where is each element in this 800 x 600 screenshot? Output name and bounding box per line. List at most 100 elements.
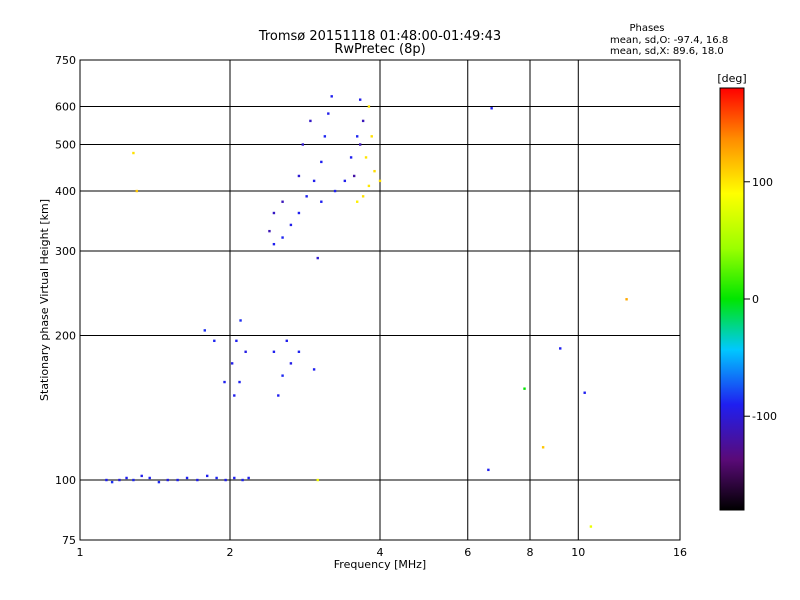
x-tick-label: 1 bbox=[77, 546, 84, 559]
data-point bbox=[309, 119, 312, 123]
data-point bbox=[289, 362, 293, 365]
data-point bbox=[559, 347, 562, 350]
data-point bbox=[272, 211, 276, 215]
data-point bbox=[297, 174, 301, 178]
colorbar-tick-label: -100 bbox=[752, 410, 777, 423]
data-point bbox=[358, 143, 362, 146]
y-tick-label: 600 bbox=[55, 101, 76, 114]
data-point bbox=[277, 394, 280, 397]
data-point bbox=[289, 223, 293, 227]
data-point bbox=[323, 135, 327, 138]
y-axis-ticks: 75 100 200 300 400 500 600 750 bbox=[55, 54, 76, 547]
y-tick-label: 75 bbox=[62, 534, 76, 547]
data-point bbox=[215, 476, 218, 480]
data-point bbox=[203, 329, 206, 332]
data-point bbox=[135, 189, 138, 193]
phases-x-stats: mean, sd,X: 89.6, 18.0 bbox=[610, 46, 724, 57]
data-point bbox=[118, 478, 121, 482]
data-point bbox=[355, 135, 359, 138]
data-point bbox=[358, 98, 362, 101]
x-tick-label: 2 bbox=[227, 546, 234, 559]
data-point bbox=[370, 135, 373, 138]
data-point bbox=[361, 195, 365, 198]
phases-o-stats: mean, sd,O: -97.4, 16.8 bbox=[610, 35, 728, 46]
data-point bbox=[233, 394, 236, 397]
colorbar-tick-label: 100 bbox=[752, 176, 773, 189]
data-point bbox=[281, 236, 284, 239]
data-point bbox=[316, 256, 319, 260]
x-axis-label: Frequency [MHz] bbox=[334, 558, 426, 571]
data-point bbox=[320, 160, 323, 164]
data-point bbox=[297, 211, 301, 215]
y-tick-label: 100 bbox=[55, 474, 76, 487]
y-tick-label: 200 bbox=[55, 330, 76, 343]
data-point bbox=[589, 525, 593, 528]
data-point bbox=[361, 119, 365, 123]
y-axis-label: Stationary phase Virtual Height [km] bbox=[38, 199, 51, 401]
colorbar-tick-label: 0 bbox=[752, 293, 759, 306]
data-point bbox=[140, 474, 143, 478]
data-point bbox=[185, 476, 189, 480]
data-point bbox=[490, 107, 493, 110]
data-point bbox=[301, 143, 305, 146]
data-point bbox=[132, 151, 135, 155]
data-point bbox=[285, 339, 288, 343]
x-axis-ticks: 1 2 4 6 8 10 16 bbox=[77, 546, 688, 559]
data-point bbox=[213, 339, 216, 343]
grid-lines bbox=[80, 60, 680, 540]
data-point bbox=[238, 380, 241, 384]
data-point bbox=[235, 339, 238, 343]
data-point bbox=[176, 478, 179, 482]
data-point bbox=[312, 179, 316, 183]
data-point bbox=[333, 189, 337, 193]
data-point bbox=[223, 380, 226, 384]
data-point bbox=[241, 478, 244, 482]
data-point bbox=[583, 391, 586, 394]
data-point bbox=[352, 174, 356, 178]
x-tick-label: 4 bbox=[377, 546, 384, 559]
data-point bbox=[281, 200, 284, 203]
data-point bbox=[305, 195, 308, 198]
x-tick-label: 6 bbox=[464, 546, 471, 559]
data-point bbox=[343, 179, 347, 183]
data-point bbox=[320, 200, 323, 203]
data-point bbox=[316, 478, 319, 482]
data-point bbox=[166, 478, 169, 482]
data-point bbox=[297, 350, 301, 353]
x-tick-label: 10 bbox=[571, 546, 585, 559]
data-point bbox=[224, 478, 227, 482]
data-point bbox=[205, 474, 209, 478]
colorbar-label: [deg] bbox=[717, 72, 746, 85]
data-point bbox=[330, 95, 333, 98]
chart-subtitle: RwPretec (8p) bbox=[334, 42, 425, 57]
y-tick-label: 300 bbox=[55, 245, 76, 258]
data-point bbox=[244, 350, 247, 353]
phases-heading: Phases bbox=[629, 23, 664, 34]
data-point bbox=[196, 478, 199, 482]
data-point bbox=[230, 362, 234, 365]
data-point bbox=[157, 480, 161, 484]
y-tick-label: 500 bbox=[55, 139, 76, 152]
data-point bbox=[110, 480, 114, 484]
data-point bbox=[312, 368, 316, 371]
data-point bbox=[281, 374, 284, 377]
data-point bbox=[355, 200, 359, 203]
data-point bbox=[268, 229, 271, 233]
data-point bbox=[272, 350, 276, 353]
data-point bbox=[523, 387, 526, 390]
colorbar bbox=[719, 87, 745, 511]
data-point bbox=[105, 478, 108, 482]
data-point bbox=[239, 319, 242, 322]
data-point bbox=[272, 242, 276, 246]
data-points bbox=[105, 95, 628, 528]
data-point bbox=[625, 298, 628, 301]
data-point bbox=[233, 476, 236, 480]
data-point bbox=[378, 179, 382, 183]
data-point bbox=[541, 446, 545, 449]
data-point bbox=[132, 478, 135, 482]
data-point bbox=[247, 476, 250, 480]
data-point bbox=[327, 112, 330, 115]
data-point bbox=[367, 184, 371, 188]
data-point bbox=[373, 169, 376, 173]
